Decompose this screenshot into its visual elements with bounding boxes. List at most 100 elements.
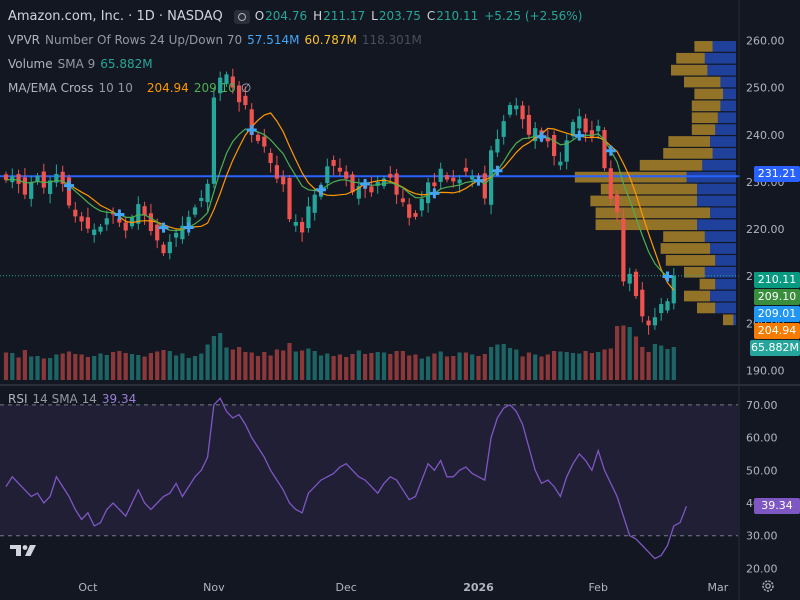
candle-body [615,194,620,213]
volume-bar [129,354,135,380]
vpvr-up-value: 57.514M [247,33,300,47]
candle-body [526,114,531,135]
volume-bar [142,356,147,380]
candle-body [564,140,569,162]
volume-bar [243,352,248,380]
volume-bar [186,358,191,380]
volume-bar [136,355,141,380]
candle-body [552,134,557,156]
candle-body [287,177,292,220]
rsi-legend[interactable]: RSI 14 SMA 14 39.34 [8,391,141,407]
volume-bar [545,354,550,380]
volume-bar [287,343,292,380]
volume-bars [3,325,676,380]
vpvr-legend[interactable]: VPVR Number Of Rows 24 Up/Down 70 57.514M 6… [8,32,427,48]
vpvr-down-bar [668,136,710,147]
candle-body [482,173,487,199]
volume-bar [337,354,342,380]
vpvr-up-bar [707,64,736,76]
candle-body [426,182,431,204]
volume-bar [66,351,72,380]
candle-body [211,97,216,184]
volume-tag: 65.882M [750,340,800,356]
volume-bar [199,353,204,380]
cross-marker-icon [158,222,169,233]
candle-body [652,317,657,326]
time-tick-label: Feb [588,581,607,594]
candle-body [3,174,9,181]
candle-body [596,125,601,132]
ma-cross-legend[interactable]: MA/EMA Cross 10 10 204.94 209.10 ∅ [8,80,256,96]
symbol-title[interactable]: Amazon.com, Inc. · 1D · NASDAQ [8,9,223,24]
volume-bar [369,353,374,380]
time-tick-label: 2026 [463,581,494,594]
volume-bar [463,352,468,380]
rsi-band [0,404,738,536]
candle-body [312,194,317,213]
vpvr-up-bar [715,278,736,290]
volume-bar [161,350,166,380]
vpvr-up-bar [712,148,736,159]
vpvr-up-bar [712,41,736,52]
tradingview-logo-icon[interactable] [10,543,40,557]
candle-body [633,271,639,297]
ma-value: 204.94 [146,81,189,95]
vpvr-up-bar [704,52,736,64]
candle-body [577,116,582,129]
candle-body [79,216,84,222]
vpvr-down-bar [694,41,713,52]
open-value: 204.76 [265,9,308,23]
volume-bar [432,353,437,380]
vpvr-down-bar [663,231,705,242]
volume-legend[interactable]: Volume SMA 9 65.882M [8,56,158,72]
candle-body [243,95,248,106]
hidden-eye-icon[interactable]: ∅ [240,81,252,95]
vpvr-up-bar [710,243,736,254]
vpvr-down-bar [691,100,721,112]
candle-body [35,175,40,182]
visibility-eye-icon[interactable] [233,9,250,24]
candle-body [136,204,141,224]
candle-body [495,139,500,153]
volume-bar [583,351,588,380]
candle-body [85,217,90,229]
volume-bar [671,347,676,380]
candle-body [570,122,576,137]
volume-bar [148,353,153,380]
rsi-name: RSI [8,392,28,406]
candle-body [167,241,172,254]
candle-body [665,301,670,311]
vpvr-down-bar [590,195,697,207]
volume-bar [230,349,235,380]
candle-body [470,175,475,180]
volume-params: SMA 9 [57,57,96,71]
volume-bar [344,357,349,380]
rsi-tick-label: 50.00 [746,464,778,477]
vpvr-up-bar [720,76,736,88]
volume-bar [652,344,657,380]
time-tick-label: Mar [708,581,729,594]
volume-bar [608,348,613,380]
volume-bar [211,336,216,380]
volume-bar [174,355,179,380]
candle-body [230,76,235,88]
low-label: L [371,9,378,23]
volume-bar [155,351,160,380]
price-tick-label: 220.00 [746,223,785,236]
volume-bar [41,358,46,380]
ma-price-tag: 204.94 [754,323,800,339]
settings-gear-icon[interactable] [760,578,776,594]
volume-bar [167,351,172,380]
vpvr-down-bar [665,255,716,266]
cross-marker-icon [246,125,257,136]
candle-body [148,213,153,231]
volume-bar [633,336,639,380]
volume-bar [3,352,9,380]
candle-body [142,206,147,216]
rsi-tick-label: 20.00 [746,562,778,575]
close-value: 210.11 [436,9,479,23]
candle-body [533,128,538,142]
volume-bar [281,350,286,380]
volume-bar [350,354,355,380]
vpvr-up-bar [715,124,736,135]
